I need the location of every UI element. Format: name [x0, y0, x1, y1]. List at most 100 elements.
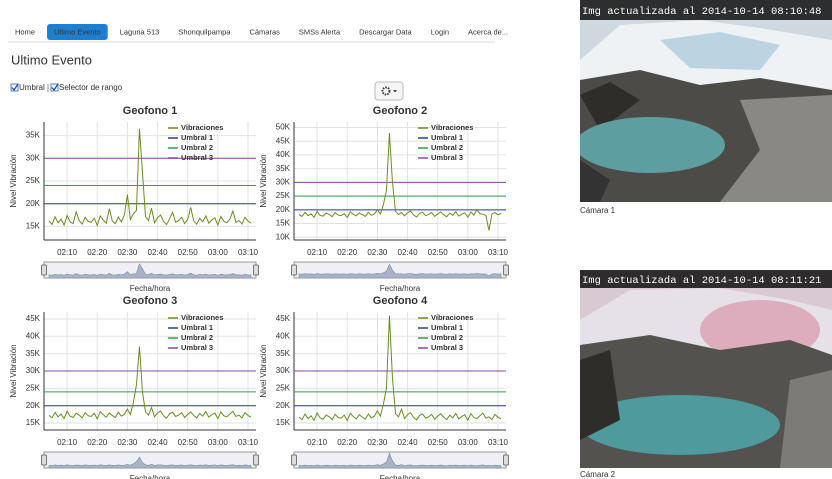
- nav-tab-label[interactable]: Shonquilpampa: [178, 27, 231, 36]
- y-tick-label: 40K: [276, 150, 291, 159]
- nav-tab[interactable]: Login: [424, 24, 456, 40]
- nav-tab[interactable]: Ultimo Evento: [47, 24, 108, 40]
- nav-tab-label[interactable]: Acerca de...: [468, 27, 508, 36]
- x-axis-label: Fecha/hora: [380, 474, 421, 479]
- y-tick-label: 30K: [276, 177, 291, 186]
- x-tick-label: 03:00: [208, 248, 229, 257]
- nav-tab-label[interactable]: Descargar Data: [359, 27, 412, 36]
- legend-label: Umbral 2: [431, 143, 463, 152]
- nav-tab[interactable]: Descargar Data: [352, 24, 419, 40]
- rocks: [580, 160, 610, 202]
- x-tick-label: 02:30: [367, 438, 388, 447]
- nav-tab[interactable]: Home: [8, 24, 42, 40]
- x-tick-label: 02:10: [57, 438, 78, 447]
- x-tick-label: 03:00: [458, 438, 479, 447]
- range-overview: [48, 263, 252, 279]
- camera-image: Img actualizada al 2014-10-14 08:10:48: [580, 0, 832, 202]
- nav-tab-bg[interactable]: [47, 24, 108, 40]
- legend-label: Vibraciones: [181, 123, 223, 132]
- x-tick-label: 03:10: [238, 248, 259, 257]
- y-tick-label: 25K: [276, 191, 291, 200]
- nav-bar: Home Ultimo Evento Laguna 513 Shonquilpampa…: [8, 24, 515, 40]
- legend-label: Umbral 2: [431, 333, 463, 342]
- nav-tab[interactable]: Cámaras: [242, 24, 286, 40]
- nav-tab-label[interactable]: Home: [15, 27, 35, 36]
- y-tick-label: 40K: [276, 331, 291, 340]
- page-heading: Ultimo Evento: [11, 52, 92, 67]
- y-tick-label: 25K: [276, 383, 291, 392]
- x-tick-label: 02:20: [87, 248, 108, 257]
- nav-tab-label[interactable]: Ultimo Evento: [54, 27, 101, 36]
- nav-tab-label[interactable]: Login: [431, 27, 449, 36]
- range-handle[interactable]: [503, 454, 509, 466]
- range-overview: [298, 452, 502, 469]
- y-tick-label: 45K: [276, 136, 291, 145]
- range-handle[interactable]: [503, 264, 509, 276]
- range-handle[interactable]: [291, 264, 297, 276]
- y-tick-label: 15K: [276, 418, 291, 427]
- x-axis-label: Fecha/hora: [130, 284, 171, 293]
- nav-tab-label[interactable]: Laguna 513: [120, 27, 160, 36]
- nav-tab-label[interactable]: Cámaras: [249, 27, 280, 36]
- series-line: [48, 346, 252, 421]
- caption-bar: [580, 270, 832, 288]
- checkbox[interactable]: Selector de rango: [50, 83, 123, 92]
- y-tick-label: 15K: [26, 418, 41, 427]
- chart-title: Geofono 2: [373, 105, 427, 117]
- x-tick-label: 02:20: [87, 438, 108, 447]
- y-tick-label: 25K: [26, 383, 41, 392]
- nav-tab[interactable]: Shonquilpampa: [171, 24, 237, 40]
- range-handle[interactable]: [291, 454, 297, 466]
- legend-label: Umbral 3: [431, 153, 463, 162]
- y-tick-label: 15K: [276, 219, 291, 228]
- checkbox-box[interactable]: [10, 83, 19, 92]
- series-line: [48, 128, 252, 227]
- nav-tab[interactable]: Laguna 513: [113, 24, 167, 40]
- range-handle[interactable]: [253, 264, 259, 276]
- checkbox[interactable]: Umbral: [10, 83, 45, 92]
- x-tick-label: 02:50: [178, 248, 199, 257]
- range-handle[interactable]: [41, 264, 47, 276]
- y-tick-label: 10K: [276, 232, 291, 241]
- x-tick-label: 03:10: [238, 438, 259, 447]
- x-tick-label: 02:10: [307, 248, 328, 257]
- settings-button[interactable]: [374, 81, 404, 101]
- lake: [580, 395, 780, 455]
- y-tick-label: 20K: [276, 205, 291, 214]
- caption-bar: [580, 0, 832, 20]
- rocks: [580, 82, 640, 130]
- x-tick-label: 02:20: [337, 248, 358, 257]
- x-tick-label: 02:50: [178, 438, 199, 447]
- range-handle[interactable]: [253, 454, 259, 466]
- x-tick-label: 03:00: [208, 438, 229, 447]
- range-overview: [48, 456, 252, 469]
- legend-label: Vibraciones: [181, 313, 223, 322]
- chart: Geofono 3 15K 20K 25K 30K 35K 40K 45K 02:10 02:20…: [9, 295, 259, 479]
- nav-tab-label[interactable]: SMSs Alerta: [299, 27, 341, 36]
- range-handle[interactable]: [41, 454, 47, 466]
- x-tick-label: 03:00: [458, 248, 479, 257]
- series-line: [298, 132, 502, 231]
- checkbox-box[interactable]: [50, 83, 59, 92]
- nav-tab[interactable]: Acerca de...: [461, 24, 515, 40]
- x-tick-label: 02:40: [398, 438, 419, 447]
- legend-label: Umbral 3: [181, 343, 213, 352]
- x-tick-label: 02:20: [337, 438, 358, 447]
- camera-image: Img actualizada al 2014-10-14 08:11:21: [580, 270, 832, 468]
- chart-title: Geofono 1: [123, 105, 177, 117]
- y-tick-label: 35K: [26, 131, 41, 140]
- nav-tab[interactable]: SMSs Alerta: [292, 24, 347, 40]
- x-tick-label: 03:10: [488, 438, 509, 447]
- legend-label: Umbral 1: [431, 133, 463, 142]
- x-tick-label: 02:30: [117, 248, 138, 257]
- x-tick-label: 02:40: [148, 248, 169, 257]
- checkbox-check: [51, 83, 59, 92]
- gear-icon: [381, 86, 391, 96]
- x-axis-label: Fecha/hora: [380, 284, 421, 293]
- y-tick-label: 35K: [26, 349, 41, 358]
- x-tick-label: 02:10: [57, 248, 78, 257]
- y-axis-label: Nivel Vibración: [9, 154, 18, 207]
- series-line: [298, 315, 502, 422]
- y-tick-label: 30K: [276, 366, 291, 375]
